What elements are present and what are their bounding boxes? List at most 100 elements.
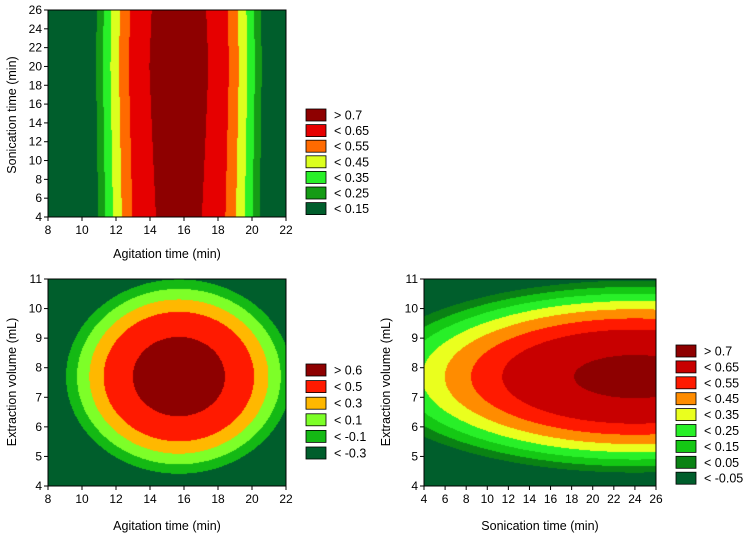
x-axis-label-bottom-right: Sonication time (min) xyxy=(481,519,598,533)
legend-swatch xyxy=(675,471,697,485)
legend-label: > 0.7 xyxy=(334,109,362,123)
contour-surface xyxy=(424,279,656,486)
x-tick-label: 22 xyxy=(279,492,293,506)
y-tick-label: 26 xyxy=(29,3,43,17)
x-tick-label: 8 xyxy=(463,492,470,506)
legend-label: < 0.25 xyxy=(704,424,739,438)
y-tick-label: 5 xyxy=(35,449,42,463)
legend-bottom-right: > 0.7< 0.65 < 0.55 < 0.45 < 0.35 < 0.25 < 0.1… xyxy=(675,345,743,486)
legend-swatch xyxy=(305,170,327,184)
legend-swatch xyxy=(675,439,697,453)
y-tick-label: 4 xyxy=(411,479,418,493)
y-tick-label: 8 xyxy=(35,172,42,186)
x-tick-label: 22 xyxy=(279,223,293,237)
legend-label: < 0.55 xyxy=(334,140,369,154)
legend-swatch xyxy=(305,380,327,394)
x-tick-label: 8 xyxy=(45,223,52,237)
y-tick-label: 20 xyxy=(29,59,43,73)
legend-label: < 0.3 xyxy=(334,397,362,411)
x-tick-label: 16 xyxy=(177,492,191,506)
chart-top-left: 8 10 12 14 16 18 20 22 4 6 8 10 12 14 16 18 20 22 24 26 Agi… xyxy=(5,3,369,261)
legend-swatch xyxy=(305,413,327,427)
x-tick-label: 20 xyxy=(245,223,259,237)
legend-swatch xyxy=(675,455,697,469)
legend-swatch xyxy=(675,424,697,437)
y-tick-label: 6 xyxy=(35,420,42,434)
y-tick-label: 7 xyxy=(411,390,418,404)
y-tick-label: 10 xyxy=(29,154,43,168)
y-tick-label: 6 xyxy=(35,191,42,205)
y-tick-label: 4 xyxy=(35,210,42,224)
y-tick-label: 8 xyxy=(35,361,42,375)
x-tick-label: 20 xyxy=(586,492,600,506)
y-axis-label-bottom-right: Extraction volume (mL) xyxy=(379,318,393,447)
legend-label: < 0.25 xyxy=(334,187,369,201)
legend-swatch xyxy=(675,360,697,374)
plot-frame xyxy=(47,9,287,218)
x-tick-label: 22 xyxy=(607,492,621,506)
plot-frame xyxy=(47,278,287,487)
legend-label: < 0.15 xyxy=(334,202,369,216)
x-tick-label: 14 xyxy=(143,223,157,237)
x-tick-label: 10 xyxy=(481,492,495,506)
x-tick-label: 26 xyxy=(649,492,663,506)
legend-swatch xyxy=(305,363,327,377)
y-axis-label-bottom-left: Extraction volume (mL) xyxy=(5,318,19,447)
x-tick-label: 16 xyxy=(177,223,191,237)
x-tick-label: 10 xyxy=(75,223,89,237)
x-axis-label-top-left: Agitation time (min) xyxy=(113,247,221,261)
x-tick-label: 12 xyxy=(502,492,516,506)
legend-swatch xyxy=(305,108,327,122)
x-tick-label: 16 xyxy=(544,492,558,506)
y-tick-label: 8 xyxy=(411,361,418,375)
legend-label: < -0.3 xyxy=(334,447,366,461)
y-tick-label: 11 xyxy=(406,272,419,286)
legend-label: > 0.6 xyxy=(334,364,362,378)
contour-field-bottom-left xyxy=(48,279,286,486)
chart-bottom-left: 8 10 12 14 16 18 20 22 4 5 6 7 8 9 10 11 Agitation time… xyxy=(5,272,366,533)
legend-label: < 0.65 xyxy=(334,124,369,138)
legend-swatch xyxy=(675,376,697,390)
legend-swatch xyxy=(305,186,327,200)
contour-surface xyxy=(48,10,286,217)
legend-label: < 0.35 xyxy=(334,171,369,185)
x-tick-label: 24 xyxy=(628,492,642,506)
legend-label: < 0.05 xyxy=(704,456,739,470)
y-tick-label: 6 xyxy=(411,420,418,434)
y-tick-label: 16 xyxy=(29,97,43,111)
x-tick-label: 8 xyxy=(45,492,52,506)
x-tick-label: 18 xyxy=(565,492,579,506)
axes-bottom-left: 8 10 12 14 16 18 20 22 4 5 6 7 8 9 10 11 xyxy=(29,272,293,506)
legend-label: < -0.05 xyxy=(704,472,743,486)
y-tick-label: 9 xyxy=(411,331,418,345)
y-tick-label: 10 xyxy=(29,302,43,316)
legend-label: < 0.55 xyxy=(704,376,739,390)
y-tick-label: 10 xyxy=(405,302,419,316)
legend-swatch xyxy=(305,139,327,153)
legend-top-left: > 0.7< 0.65 < 0.55< 0.45 < 0.35 < 0.25< 0.1… xyxy=(305,108,369,216)
x-tick-label: 6 xyxy=(442,492,449,506)
contour-surface xyxy=(48,279,286,486)
plot-frame xyxy=(423,278,657,487)
y-tick-label: 7 xyxy=(35,390,42,404)
y-tick-label: 9 xyxy=(35,331,42,345)
legend-label: < 0.5 xyxy=(334,380,362,394)
y-tick-label: 22 xyxy=(29,41,43,55)
legend-label: < 0.1 xyxy=(334,413,362,427)
legend-swatch xyxy=(305,446,327,460)
contour-field-top-left xyxy=(48,10,286,217)
legend-swatch xyxy=(305,155,327,169)
y-tick-label: 5 xyxy=(411,449,418,463)
x-tick-label: 18 xyxy=(211,223,225,237)
y-tick-label: 14 xyxy=(29,116,43,130)
legend-swatch xyxy=(305,429,327,443)
y-tick-label: 11 xyxy=(30,272,43,286)
legend-label: < 0.35 xyxy=(704,408,739,422)
x-tick-label: 18 xyxy=(211,492,225,506)
legend-swatch xyxy=(305,124,327,137)
legend-bottom-left: > 0.6 < 0.5 < 0.3 < 0.1 < -0.1 < -0.3 xyxy=(305,363,366,461)
contour-field-bottom-right xyxy=(424,279,656,486)
